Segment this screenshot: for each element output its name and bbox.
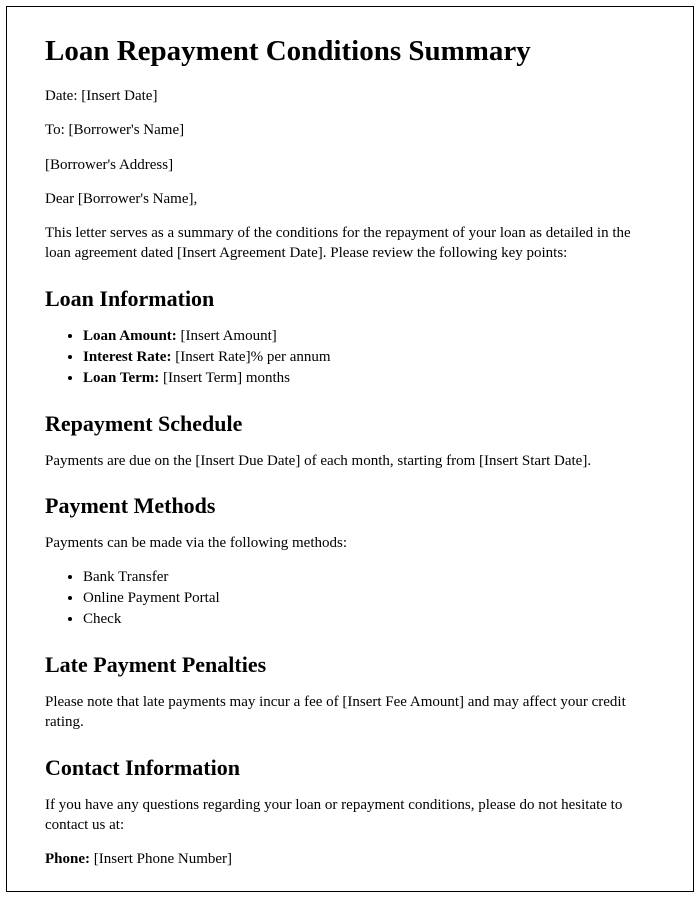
repayment-text: Payments are due on the [Insert Due Date…	[45, 451, 655, 471]
loan-info-heading: Loan Information	[45, 286, 655, 312]
salutation: Dear [Borrower's Name],	[45, 189, 655, 209]
payment-methods-heading: Payment Methods	[45, 493, 655, 519]
loan-term-label: Loan Term:	[83, 370, 159, 386]
loan-amount-label: Loan Amount:	[83, 328, 177, 344]
phone-value: [Insert Phone Number]	[90, 851, 232, 867]
list-item: Interest Rate: [Insert Rate]% per annum	[83, 347, 655, 368]
interest-rate-label: Interest Rate:	[83, 349, 171, 365]
repayment-heading: Repayment Schedule	[45, 411, 655, 437]
date-line: Date: [Insert Date]	[45, 86, 655, 106]
phone-label: Phone:	[45, 851, 90, 867]
late-penalties-heading: Late Payment Penalties	[45, 652, 655, 678]
list-item: Check	[83, 609, 655, 630]
list-item: Loan Term: [Insert Term] months	[83, 368, 655, 389]
loan-term-value: [Insert Term] months	[159, 370, 290, 386]
document-title: Loan Repayment Conditions Summary	[45, 35, 655, 68]
to-line: To: [Borrower's Name]	[45, 120, 655, 140]
list-item: Online Payment Portal	[83, 588, 655, 609]
payment-methods-list: Bank Transfer Online Payment Portal Chec…	[45, 567, 655, 630]
intro-paragraph: This letter serves as a summary of the c…	[45, 223, 655, 264]
payment-methods-intro: Payments can be made via the following m…	[45, 533, 655, 553]
loan-info-list: Loan Amount: [Insert Amount] Interest Ra…	[45, 326, 655, 389]
late-penalties-text: Please note that late payments may incur…	[45, 692, 655, 733]
contact-intro: If you have any questions regarding your…	[45, 795, 655, 836]
list-item: Loan Amount: [Insert Amount]	[83, 326, 655, 347]
phone-line: Phone: [Insert Phone Number]	[45, 849, 655, 869]
interest-rate-value: [Insert Rate]% per annum	[171, 349, 330, 365]
list-item: Bank Transfer	[83, 567, 655, 588]
address-line: [Borrower's Address]	[45, 155, 655, 175]
document-page: Loan Repayment Conditions Summary Date: …	[6, 6, 694, 892]
loan-amount-value: [Insert Amount]	[177, 328, 277, 344]
contact-heading: Contact Information	[45, 755, 655, 781]
